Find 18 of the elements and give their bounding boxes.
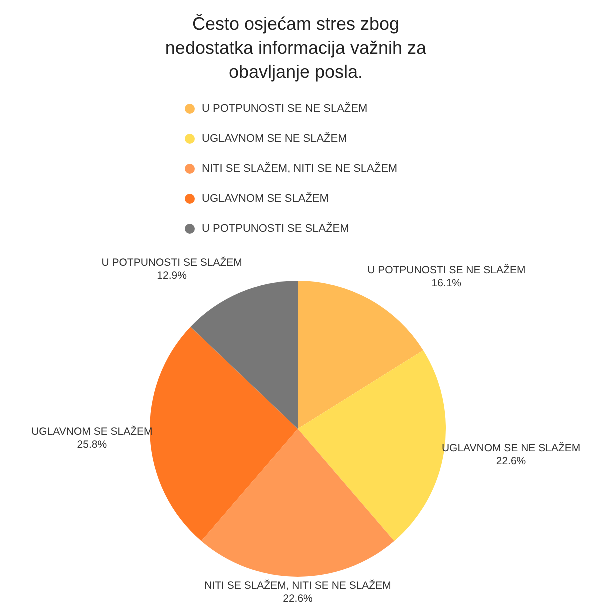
- slice-label: NITI SE SLAŽEM, NITI SE NE SLAŽEM: [204, 579, 392, 592]
- legend-label: NITI SE SLAŽEM, NITI SE NE SLAŽEM: [202, 163, 398, 175]
- legend-label: UGLAVNOM SE NE SLAŽEM: [202, 133, 348, 145]
- pie-slice: [190, 281, 298, 429]
- data-label: 16.1%: [432, 277, 462, 290]
- data-label: 12.9%: [157, 270, 187, 282]
- slice-label: U POTPUNOSTI SE NE SLAŽEM: [368, 263, 526, 276]
- legend-label: U POTPUNOSTI SE NE SLAŽEM: [202, 103, 368, 115]
- data-label: 25.8%: [77, 439, 108, 452]
- data-label: 22.6%: [496, 455, 526, 468]
- data-label: 22.6%: [283, 593, 313, 605]
- pie-slice: [150, 327, 298, 542]
- slice-label: U POTPUNOSTI SE SLAŽEM: [102, 256, 242, 270]
- legend-label: U POTPUNOSTI SE SLAŽEM: [202, 223, 350, 235]
- pie-slice: [202, 429, 394, 577]
- chart-title: Često osjećam stres zbog nedostatka informacija važnih za obavljanje posla.: [164, 13, 428, 84]
- pie-slice: [298, 281, 424, 429]
- legend-label: UGLAVNOM SE SLAŽEM: [202, 193, 329, 205]
